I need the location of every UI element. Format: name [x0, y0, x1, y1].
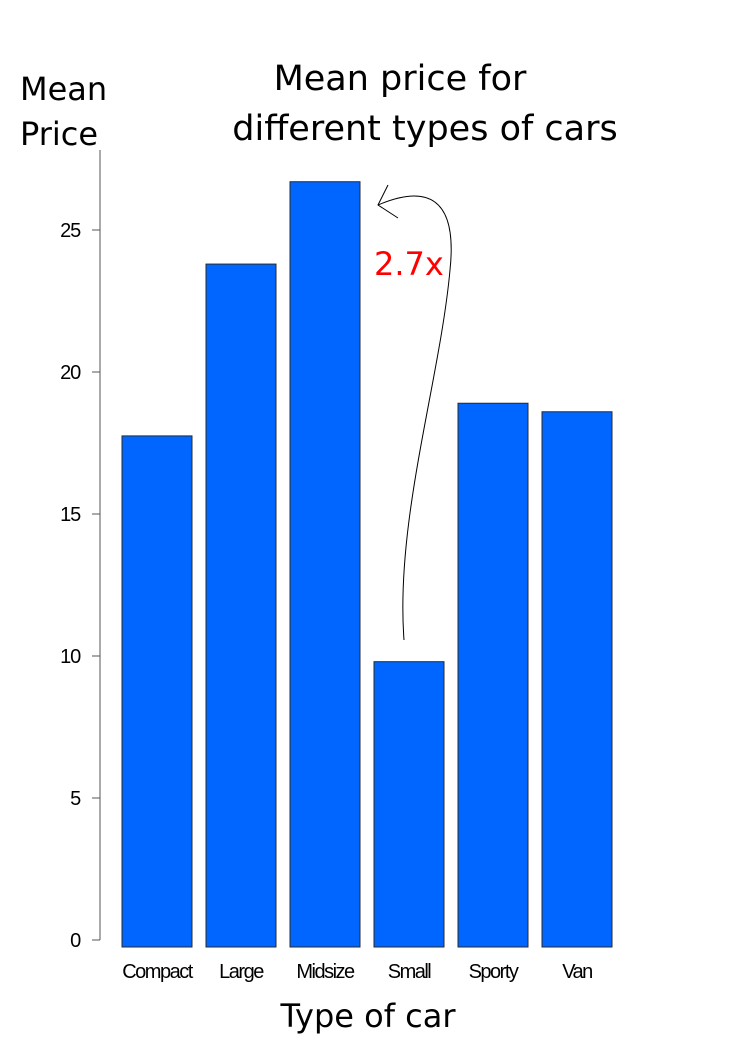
x-tick-label-compact: Compact — [122, 961, 193, 983]
x-axis-label: Type of car — [279, 997, 456, 1035]
y-tick-label-1: 5 — [70, 788, 81, 810]
annotation-label: 2.7x — [374, 245, 444, 283]
x-tick-label-midsize: Midsize — [296, 961, 355, 983]
y-tick-label-3: 15 — [60, 504, 81, 526]
bar-compact — [121, 435, 193, 948]
y-axis-label-line-1: Mean — [20, 70, 107, 108]
y-tick-label-5: 25 — [60, 220, 81, 242]
y-axis-label-line-2: Price — [20, 115, 98, 153]
bars — [121, 181, 613, 948]
x-tick-label-large: Large — [219, 961, 264, 983]
x-tick-label-van: Van — [562, 961, 592, 983]
annotation-arrow — [377, 195, 452, 641]
bar-small — [373, 661, 445, 948]
chart-title-line-2: different types of cars — [232, 109, 618, 149]
y-tick-label-0: 0 — [70, 930, 81, 952]
bar-large — [205, 263, 277, 948]
bar-sporty — [457, 402, 529, 948]
x-axis-category-labels: Compact Large Midsize Small Sporty Van — [122, 961, 593, 983]
bar-midsize — [289, 181, 361, 948]
x-tick-label-small: Small — [388, 961, 432, 983]
y-axis-ticks: 0 5 10 15 20 25 — [60, 220, 100, 952]
y-tick-label-2: 10 — [60, 646, 81, 668]
bar-van — [541, 411, 613, 948]
annotation-arrowhead — [377, 184, 399, 219]
y-tick-label-4: 20 — [60, 362, 81, 384]
chart-title-line-1: Mean price for — [274, 59, 527, 99]
x-tick-label-sporty: Sporty — [469, 961, 519, 983]
